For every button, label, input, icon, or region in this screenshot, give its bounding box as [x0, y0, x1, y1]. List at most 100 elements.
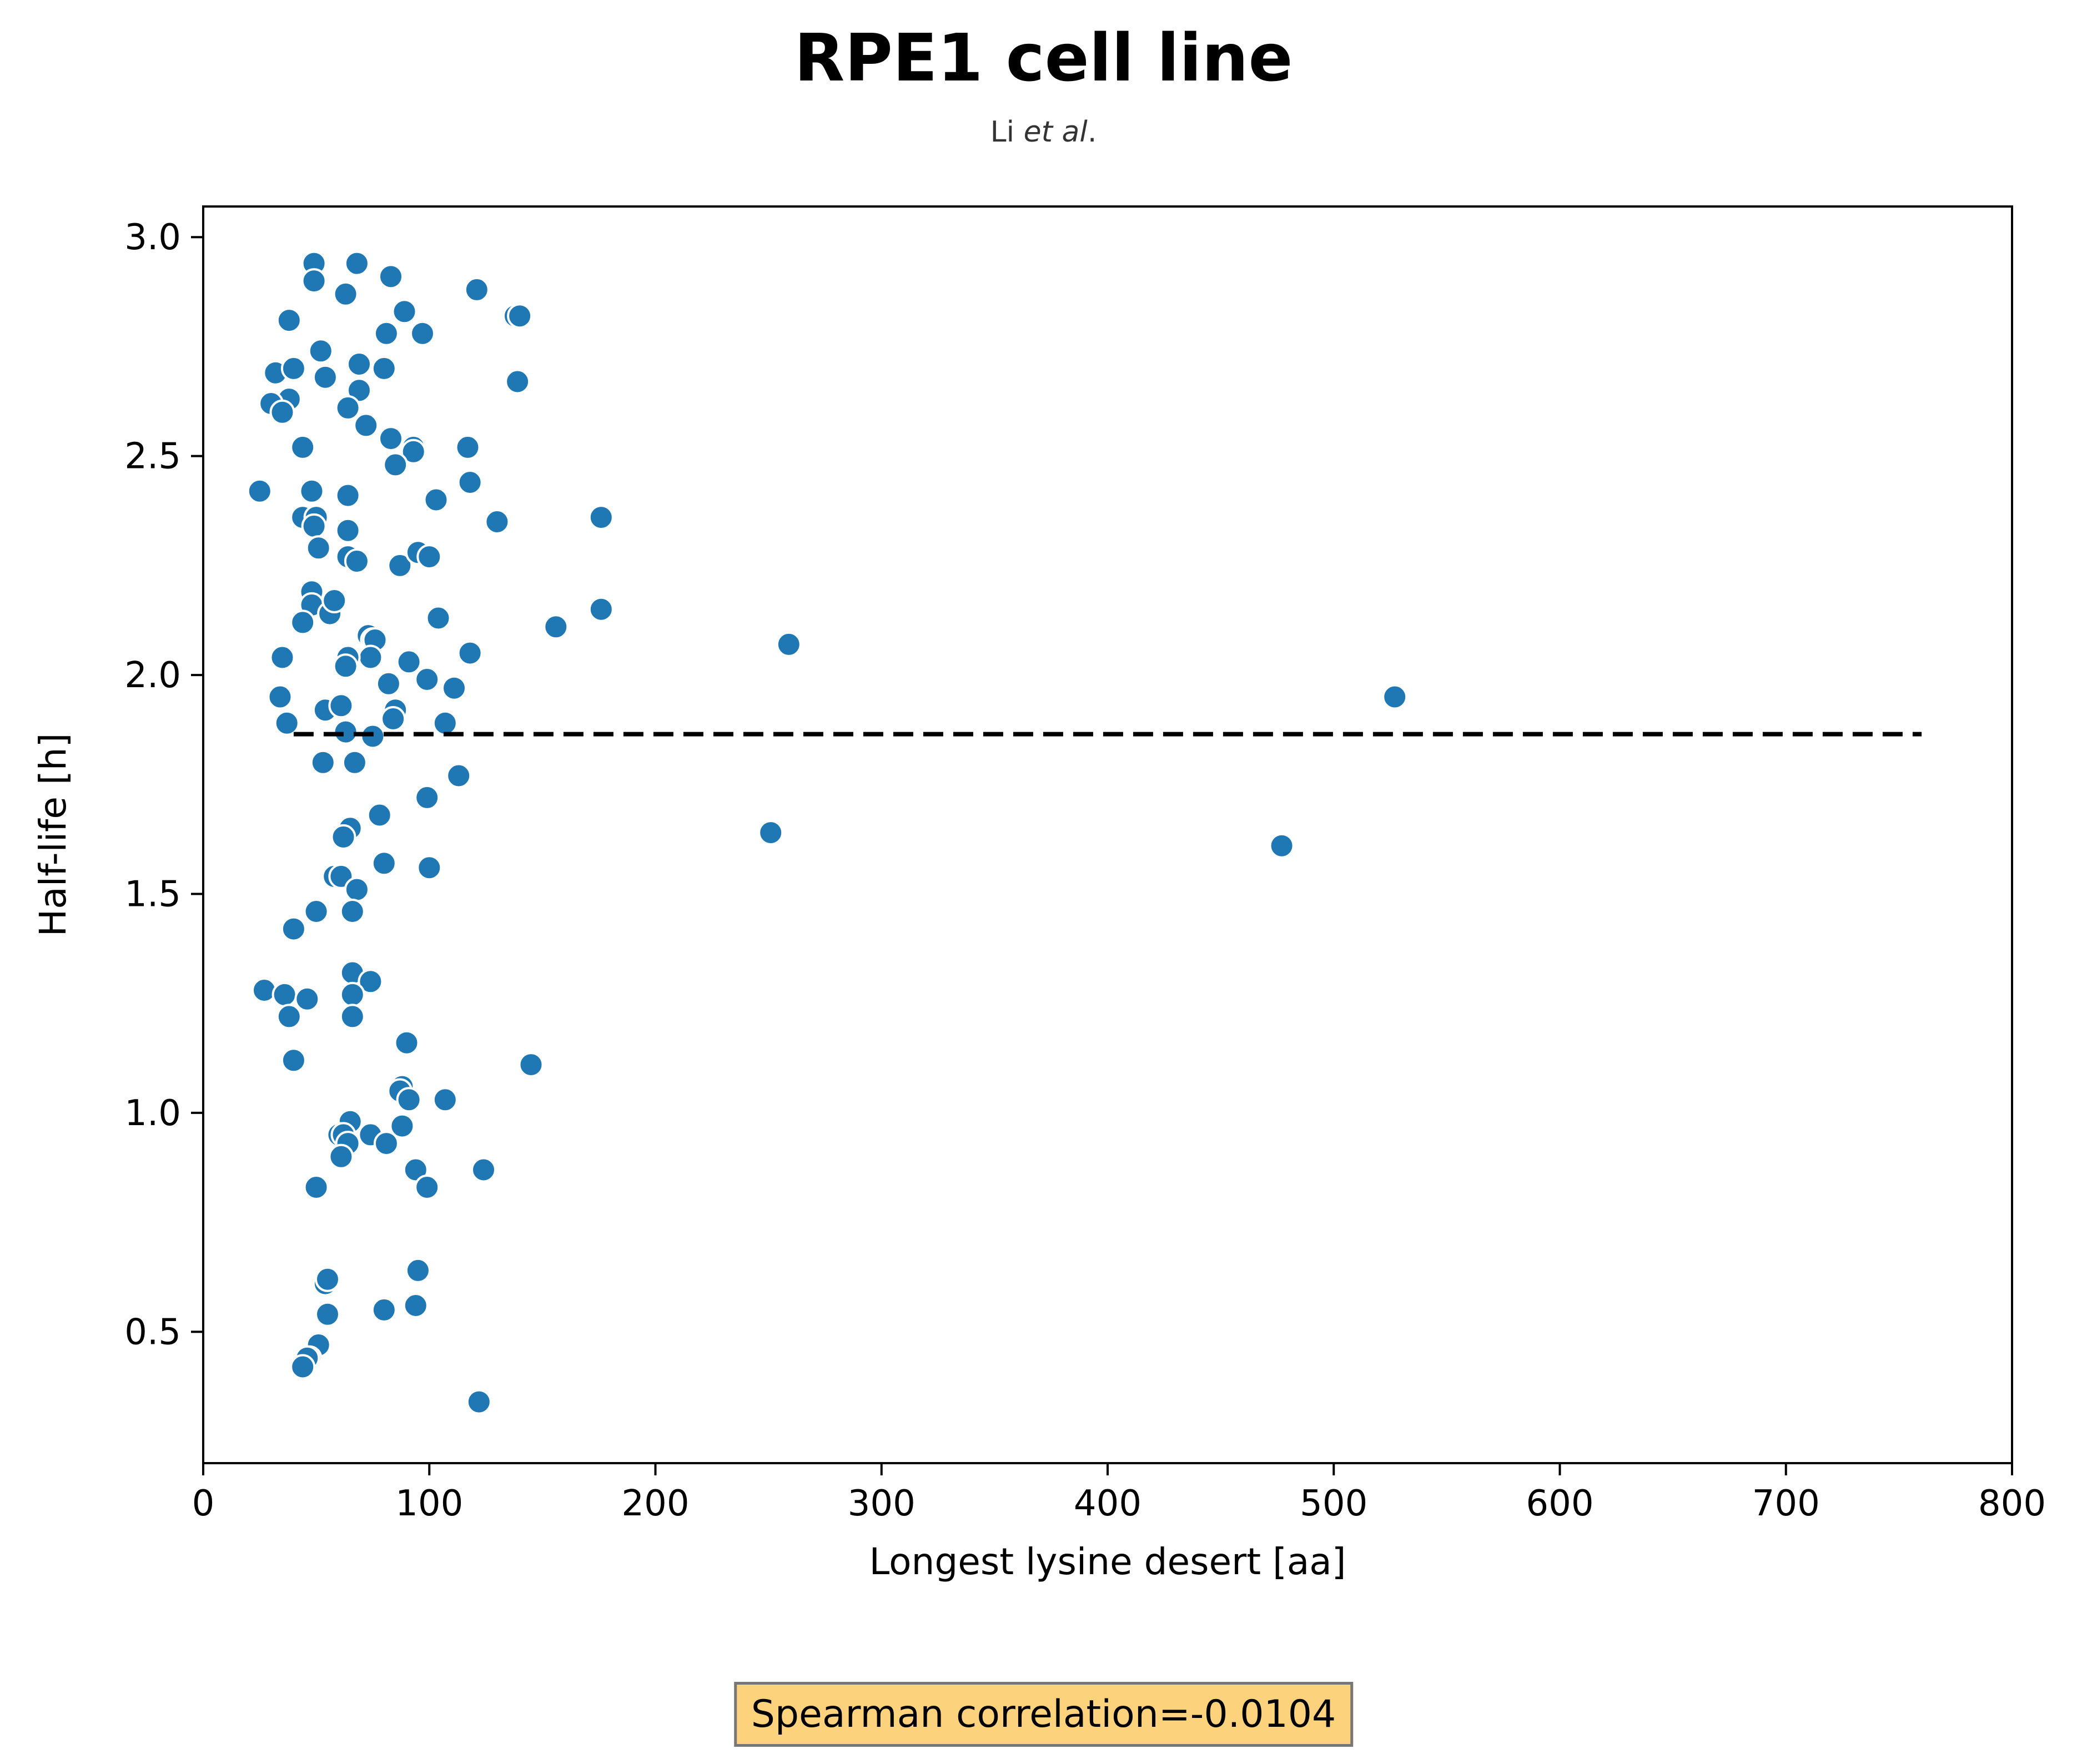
data-point — [353, 412, 379, 439]
data-point — [410, 320, 435, 346]
y-tick-label: 3.0 — [124, 217, 181, 258]
y-tick-label: 2.5 — [124, 436, 181, 477]
data-point — [400, 439, 426, 465]
data-point — [290, 434, 316, 460]
data-point — [339, 981, 365, 1007]
data-point — [389, 1113, 415, 1139]
subtitle-prefix: Li — [990, 115, 1024, 149]
data-point — [267, 684, 293, 710]
x-tick-label: 200 — [621, 1483, 689, 1524]
data-point — [373, 1131, 399, 1157]
data-point — [333, 281, 359, 307]
x-tick-label: 400 — [1074, 1483, 1141, 1524]
data-point — [308, 338, 334, 364]
chart-subtitle: Li et al. — [0, 115, 2087, 149]
data-points — [247, 250, 1408, 1415]
data-point — [280, 1047, 306, 1073]
data-point — [464, 276, 490, 303]
data-point — [466, 1389, 492, 1415]
data-point — [344, 548, 370, 574]
data-point — [425, 605, 451, 631]
data-point — [396, 1087, 422, 1113]
data-point — [414, 1175, 440, 1200]
x-axis-label: Longest lysine desert [aa] — [869, 1540, 1346, 1583]
x-tick-label: 300 — [848, 1483, 916, 1524]
x-tick-label: 800 — [1978, 1483, 2046, 1524]
data-point — [380, 706, 406, 732]
data-point — [543, 614, 569, 640]
data-point — [446, 763, 472, 789]
data-point — [335, 395, 361, 421]
data-point — [432, 710, 458, 736]
data-point — [269, 399, 295, 425]
subtitle-suffix: . — [1087, 115, 1097, 149]
data-point — [1269, 833, 1295, 859]
data-point — [339, 899, 365, 924]
data-point — [280, 355, 306, 381]
data-point — [358, 644, 384, 671]
data-point — [588, 596, 614, 622]
data-point — [303, 899, 329, 924]
data-point — [505, 369, 531, 395]
data-point — [344, 876, 370, 903]
data-point — [247, 478, 273, 504]
data-point — [416, 544, 442, 570]
x-tick-label: 0 — [192, 1483, 215, 1524]
data-point — [299, 478, 325, 504]
data-point — [371, 1297, 397, 1323]
y-tick-label: 2.0 — [124, 655, 181, 696]
data-point — [271, 981, 298, 1007]
data-point — [455, 434, 481, 460]
data-point — [290, 609, 316, 636]
data-point — [405, 1257, 431, 1283]
subtitle-italic: et al — [1023, 115, 1088, 149]
data-point — [280, 916, 306, 942]
plot-frame — [202, 205, 2013, 1464]
data-point — [276, 1004, 302, 1030]
data-point — [371, 850, 397, 876]
data-point — [330, 824, 356, 850]
data-point — [321, 588, 348, 613]
data-point — [507, 303, 533, 329]
data-point — [391, 299, 418, 325]
data-point — [423, 487, 449, 513]
data-point — [339, 1004, 365, 1030]
data-point — [383, 452, 409, 478]
data-point — [310, 749, 336, 775]
data-point — [414, 667, 440, 692]
data-point — [432, 1087, 458, 1113]
data-point — [328, 1143, 354, 1170]
data-point — [758, 820, 784, 846]
data-point — [333, 653, 359, 679]
data-point — [416, 855, 442, 881]
data-point — [312, 364, 338, 390]
data-point — [328, 693, 354, 719]
data-point — [371, 355, 397, 381]
data-point — [315, 1301, 340, 1327]
data-point — [290, 1354, 316, 1380]
x-tick-label: 500 — [1300, 1483, 1367, 1524]
title-block: RPE1 cell line Li et al. — [0, 22, 2087, 149]
y-tick-label: 0.5 — [124, 1312, 181, 1353]
y-tick-label: 1.5 — [124, 874, 181, 915]
data-point — [366, 802, 393, 828]
data-point — [387, 552, 413, 578]
data-point — [776, 631, 802, 657]
data-point — [315, 1266, 340, 1292]
data-point — [276, 308, 302, 334]
data-point — [344, 250, 370, 276]
data-point — [373, 320, 399, 346]
data-point — [378, 264, 404, 290]
data-point — [301, 268, 327, 294]
data-point — [378, 426, 404, 452]
spearman-annotation: Spearman correlation=-0.0104 — [733, 1682, 1354, 1747]
data-point — [335, 482, 361, 508]
data-point — [414, 784, 440, 810]
data-point — [588, 505, 614, 531]
y-axis: 0.5 1.0 1.5 2.0 2.5 3.0 — [124, 217, 203, 1353]
y-axis-label: Half-life [h] — [32, 733, 74, 937]
data-point — [358, 969, 384, 995]
y-tick-label: 1.0 — [124, 1093, 181, 1134]
data-point — [303, 1175, 329, 1200]
